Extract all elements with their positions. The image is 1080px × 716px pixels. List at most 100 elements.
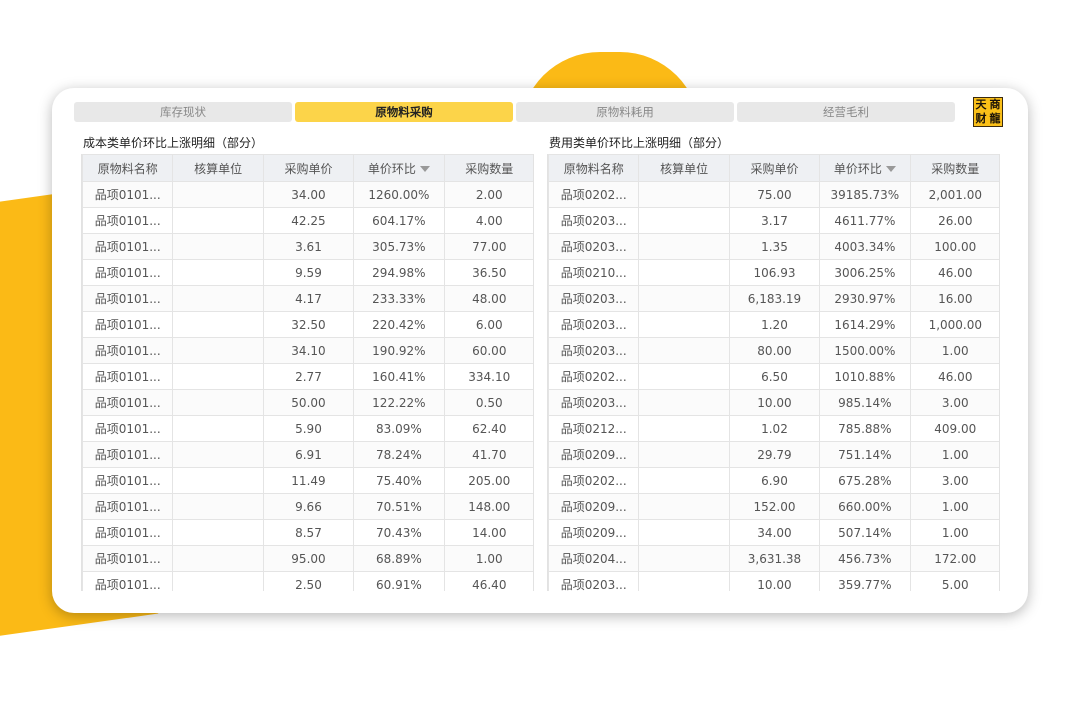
table-cell: 6.00	[443, 311, 533, 338]
table-cell	[172, 311, 264, 338]
table-cell: 品项0203...	[548, 389, 640, 416]
table-row[interactable]: 品项0101... 2.50 60.91% 46.40	[82, 571, 533, 591]
table-row[interactable]: 品项0209... 152.00 660.00% 1.00	[548, 493, 999, 520]
column-header[interactable]: 采购数量	[443, 154, 533, 182]
table-cell: 2,001.00	[909, 181, 999, 208]
column-header[interactable]: 采购数量	[909, 154, 999, 182]
table-cell: 32.50	[262, 311, 355, 338]
table-cell: 5.90	[262, 415, 355, 442]
table-cell: 10.00	[728, 389, 821, 416]
tab-material-consumption[interactable]: 原物料耗用	[516, 102, 734, 122]
table-cell: 品项0101...	[82, 519, 174, 546]
table-row[interactable]: 品项0101... 2.77 160.41% 334.10	[82, 363, 533, 390]
column-header[interactable]: 原物料名称	[82, 154, 174, 182]
table-row[interactable]: 品项0101... 8.57 70.43% 14.00	[82, 519, 533, 546]
table-row[interactable]: 品项0203... 1.35 4003.34% 100.00	[548, 233, 999, 260]
table-cell	[638, 311, 730, 338]
column-header-label: 单价环比	[833, 161, 882, 176]
table-row[interactable]: 品项0101... 9.59 294.98% 36.50	[82, 259, 533, 286]
column-header[interactable]: 核算单位	[172, 154, 264, 182]
table-row[interactable]: 品项0204... 3,631.38 456.73% 172.00	[548, 545, 999, 572]
brand-logo: 天 商 财 龍	[973, 97, 1003, 127]
column-header-label: 采购单价	[750, 161, 799, 176]
table-scroll-area[interactable]: 原物料名称 核算单位 采购单价 单价环比 采购数量 品项0101... 34.00 1260…	[81, 154, 534, 591]
table-cell: 1.35	[728, 233, 821, 260]
column-header-label: 原物料名称	[563, 161, 624, 176]
table-row[interactable]: 品项0101... 42.25 604.17% 4.00	[82, 207, 533, 234]
sort-descending-icon[interactable]	[419, 166, 430, 172]
table-cell: 75.00	[728, 181, 821, 208]
tab-bar: 库存现状 原物料采购 原物料耗用 经营毛利	[74, 102, 958, 122]
table-cell: 4.17	[262, 285, 355, 312]
table-row[interactable]: 品项0101... 3.61 305.73% 77.00	[82, 233, 533, 260]
table-row[interactable]: 品项0203... 10.00 985.14% 3.00	[548, 389, 999, 416]
table-cell: 16.00	[909, 285, 999, 312]
table-row[interactable]: 品项0101... 5.90 83.09% 62.40	[82, 415, 533, 442]
table-row[interactable]: 品项0101... 95.00 68.89% 1.00	[82, 545, 533, 572]
column-header[interactable]: 采购单价	[262, 154, 355, 182]
table-cell: 品项0101...	[82, 207, 174, 234]
table-cell: 152.00	[728, 493, 821, 520]
table-cell	[172, 545, 264, 572]
table-cell: 34.00	[728, 519, 821, 546]
table-row[interactable]: 品项0212... 1.02 785.88% 409.00	[548, 415, 999, 442]
table-row[interactable]: 品项0101... 4.17 233.33% 48.00	[82, 285, 533, 312]
table-row[interactable]: 品项0202... 75.00 39185.73% 2,001.00	[548, 181, 999, 208]
table-cell: 品项0209...	[548, 441, 640, 468]
tab-gross-profit[interactable]: 经营毛利	[737, 102, 955, 122]
table-cell: 品项0101...	[82, 493, 174, 520]
table-cell: 70.43%	[353, 519, 445, 546]
table-cell: 3.00	[909, 389, 999, 416]
section-title: 费用类单价环比上涨明细（部分）	[549, 136, 730, 150]
table-cell	[638, 363, 730, 390]
table-cell: 100.00	[909, 233, 999, 260]
table-header-row: 原物料名称 核算单位 采购单价 单价环比 采购数量	[82, 154, 533, 182]
table-row[interactable]: 品项0101... 50.00 122.22% 0.50	[82, 389, 533, 416]
column-header[interactable]: 单价环比	[819, 154, 911, 182]
table-row[interactable]: 品项0101... 6.91 78.24% 41.70	[82, 441, 533, 468]
table-cell: 409.00	[909, 415, 999, 442]
table-cell: 305.73%	[353, 233, 445, 260]
table-row[interactable]: 品项0203... 10.00 359.77% 5.00	[548, 571, 999, 591]
table-row[interactable]: 品项0101... 34.10 190.92% 60.00	[82, 337, 533, 364]
section-title: 成本类单价环比上涨明细（部分）	[83, 136, 264, 150]
column-header[interactable]: 单价环比	[353, 154, 445, 182]
table-cell: 品项0101...	[82, 233, 174, 260]
table-row[interactable]: 品项0209... 29.79 751.14% 1.00	[548, 441, 999, 468]
table-row[interactable]: 品项0203... 6,183.19 2930.97% 16.00	[548, 285, 999, 312]
table-cell: 4003.34%	[819, 233, 911, 260]
table-cell: 品项0203...	[548, 233, 640, 260]
table-row[interactable]: 品项0203... 1.20 1614.29% 1,000.00	[548, 311, 999, 338]
table-row[interactable]: 品项0203... 3.17 4611.77% 26.00	[548, 207, 999, 234]
table-cell: 294.98%	[353, 259, 445, 286]
column-header[interactable]: 采购单价	[728, 154, 821, 182]
table-row[interactable]: 品项0202... 6.50 1010.88% 46.00	[548, 363, 999, 390]
table-cell: 50.00	[262, 389, 355, 416]
table-row[interactable]: 品项0209... 34.00 507.14% 1.00	[548, 519, 999, 546]
table-row[interactable]: 品项0202... 6.90 675.28% 3.00	[548, 467, 999, 494]
table-cell	[638, 519, 730, 546]
table-row[interactable]: 品项0101... 32.50 220.42% 6.00	[82, 311, 533, 338]
table-row[interactable]: 品项0101... 9.66 70.51% 148.00	[82, 493, 533, 520]
table-cell	[172, 415, 264, 442]
column-header-label: 核算单位	[194, 161, 243, 176]
table-row[interactable]: 品项0101... 11.49 75.40% 205.00	[82, 467, 533, 494]
table-cell: 660.00%	[819, 493, 911, 520]
column-header[interactable]: 原物料名称	[548, 154, 640, 182]
sort-descending-icon[interactable]	[885, 166, 896, 172]
table-cell: 1.02	[728, 415, 821, 442]
table-cell: 39185.73%	[819, 181, 911, 208]
tab-inventory-status[interactable]: 库存现状	[74, 102, 292, 122]
table-cell	[172, 441, 264, 468]
table-row[interactable]: 品项0101... 34.00 1260.00% 2.00	[82, 181, 533, 208]
table-row[interactable]: 品项0203... 80.00 1500.00% 1.00	[548, 337, 999, 364]
column-header[interactable]: 核算单位	[638, 154, 730, 182]
table-scroll-area[interactable]: 原物料名称 核算单位 采购单价 单价环比 采购数量 品项0202... 75.00 3918…	[547, 154, 1000, 591]
table-row[interactable]: 品项0210... 106.93 3006.25% 46.00	[548, 259, 999, 286]
column-header-label: 原物料名称	[97, 161, 158, 176]
table-cell: 985.14%	[819, 389, 911, 416]
table-cell: 3.00	[909, 467, 999, 494]
table-cell: 1,000.00	[909, 311, 999, 338]
tab-material-purchase[interactable]: 原物料采购	[295, 102, 513, 122]
table-cell: 品项0101...	[82, 441, 174, 468]
